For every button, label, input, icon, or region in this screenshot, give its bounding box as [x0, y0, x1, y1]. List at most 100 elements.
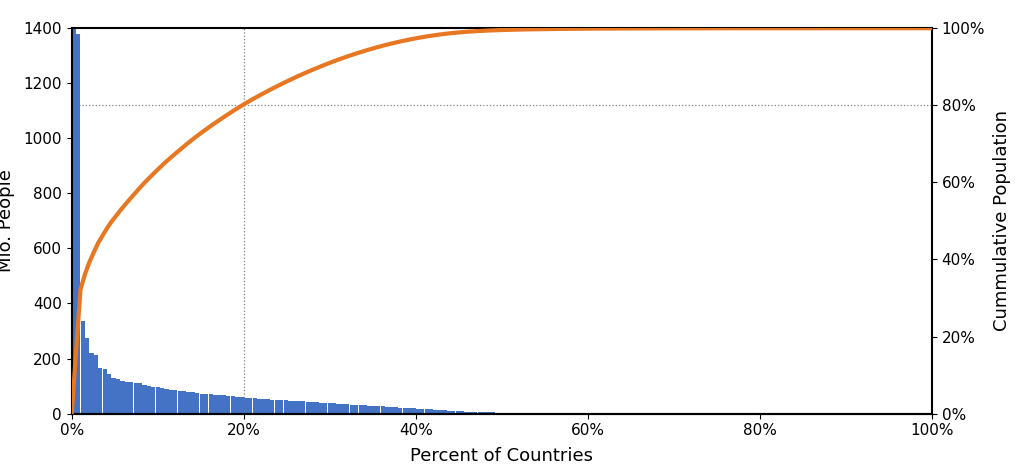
- Bar: [102, 369, 106, 414]
- Bar: [98, 368, 102, 414]
- Bar: [402, 408, 407, 414]
- Y-axis label: Mio. People: Mio. People: [0, 170, 15, 272]
- Bar: [318, 403, 323, 414]
- Bar: [146, 386, 151, 414]
- Bar: [182, 391, 186, 414]
- Bar: [337, 404, 341, 414]
- Bar: [125, 382, 129, 414]
- Bar: [270, 400, 274, 414]
- Bar: [85, 338, 89, 414]
- Bar: [169, 390, 173, 414]
- Bar: [477, 412, 482, 414]
- Bar: [456, 411, 460, 414]
- Bar: [160, 388, 164, 414]
- Bar: [446, 411, 451, 414]
- Bar: [230, 396, 234, 414]
- Bar: [284, 400, 288, 414]
- Bar: [509, 413, 513, 414]
- Bar: [186, 392, 190, 414]
- Bar: [482, 412, 486, 414]
- Bar: [358, 405, 362, 414]
- Bar: [372, 406, 376, 414]
- Bar: [420, 409, 425, 414]
- Bar: [240, 397, 244, 414]
- Bar: [200, 393, 204, 414]
- Bar: [116, 379, 120, 414]
- Bar: [354, 405, 358, 414]
- Bar: [222, 395, 226, 414]
- Bar: [257, 399, 261, 414]
- Bar: [521, 413, 526, 414]
- Bar: [196, 393, 200, 414]
- Bar: [460, 411, 464, 414]
- Bar: [416, 408, 420, 414]
- Bar: [526, 413, 530, 414]
- Bar: [217, 395, 221, 414]
- Bar: [517, 413, 521, 414]
- Bar: [152, 387, 156, 414]
- Bar: [496, 413, 500, 414]
- Bar: [261, 399, 265, 414]
- Bar: [389, 407, 393, 414]
- Bar: [473, 412, 477, 414]
- Bar: [376, 406, 380, 414]
- Bar: [297, 401, 301, 414]
- Bar: [209, 394, 213, 414]
- Bar: [280, 400, 284, 414]
- Bar: [89, 353, 93, 414]
- Bar: [513, 413, 517, 414]
- Bar: [362, 405, 368, 414]
- Bar: [213, 395, 217, 414]
- Bar: [173, 391, 177, 414]
- Bar: [120, 381, 125, 414]
- Bar: [305, 402, 310, 414]
- Bar: [156, 387, 160, 414]
- Bar: [442, 410, 446, 414]
- Bar: [244, 398, 248, 414]
- Bar: [292, 401, 297, 414]
- Bar: [226, 396, 230, 414]
- Bar: [165, 389, 169, 414]
- Bar: [314, 402, 318, 414]
- Bar: [398, 407, 402, 414]
- Bar: [490, 413, 495, 414]
- Bar: [248, 398, 253, 414]
- Bar: [177, 391, 182, 414]
- Bar: [433, 410, 437, 414]
- Bar: [332, 403, 336, 414]
- Bar: [429, 409, 433, 414]
- Bar: [253, 399, 257, 414]
- Bar: [438, 410, 442, 414]
- Bar: [328, 403, 332, 414]
- Bar: [486, 412, 490, 414]
- X-axis label: Percent of Countries: Percent of Countries: [411, 446, 593, 465]
- Bar: [394, 407, 398, 414]
- Bar: [464, 412, 469, 414]
- Bar: [425, 409, 429, 414]
- Bar: [324, 403, 328, 414]
- Bar: [368, 406, 372, 414]
- Bar: [112, 378, 116, 414]
- Bar: [129, 383, 133, 414]
- Bar: [452, 411, 456, 414]
- Bar: [301, 401, 305, 414]
- Bar: [341, 404, 345, 414]
- Bar: [72, 25, 76, 414]
- Bar: [138, 384, 142, 414]
- Bar: [234, 397, 240, 414]
- Bar: [142, 385, 146, 414]
- Bar: [81, 321, 85, 414]
- Bar: [381, 407, 385, 414]
- Bar: [274, 400, 279, 414]
- Bar: [349, 405, 354, 414]
- Bar: [345, 404, 349, 414]
- Bar: [407, 408, 412, 414]
- Bar: [94, 355, 98, 414]
- Bar: [310, 402, 314, 414]
- Bar: [500, 413, 504, 414]
- Bar: [108, 374, 112, 414]
- Bar: [288, 400, 292, 414]
- Bar: [412, 408, 416, 414]
- Bar: [76, 34, 81, 414]
- Bar: [385, 407, 389, 414]
